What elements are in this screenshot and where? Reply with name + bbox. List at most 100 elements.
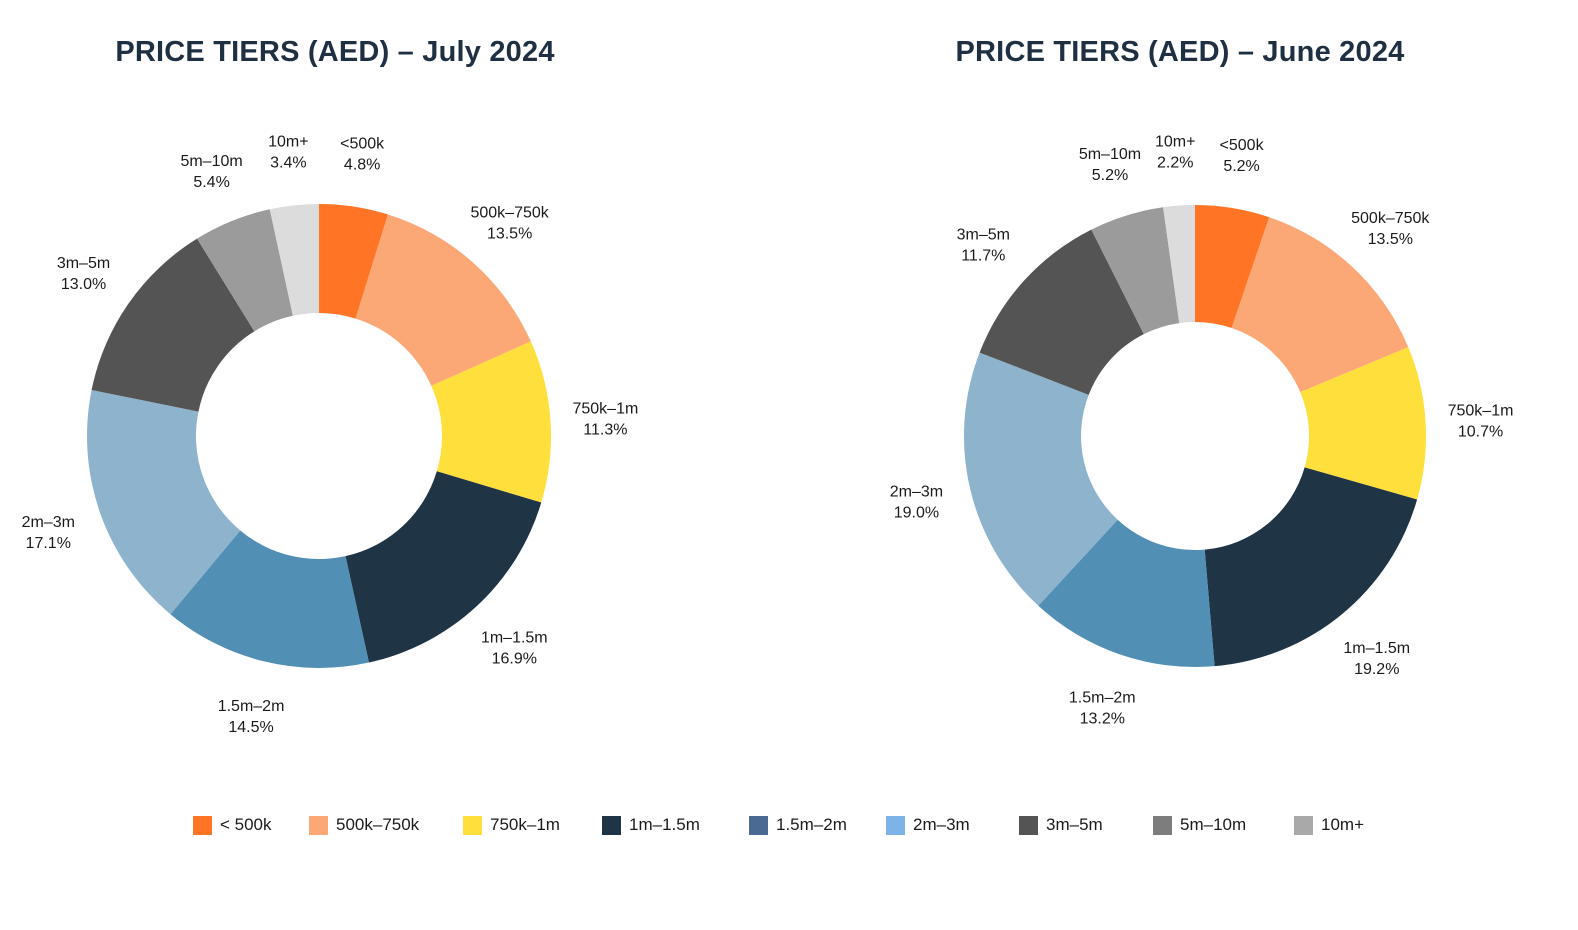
slice-value-label: 13.0% xyxy=(61,276,106,293)
slice-value-label: 16.9% xyxy=(492,650,537,667)
slice-category-label: 10m+ xyxy=(268,134,308,151)
donut-slice-500k-750k xyxy=(355,214,531,386)
slice-category-label: 1m–1.5m xyxy=(481,629,548,646)
donut-slice-500k-750k xyxy=(1231,217,1409,393)
slice-value-label: 13.5% xyxy=(487,225,532,242)
slice-value-label: 5.4% xyxy=(193,174,229,191)
donut-slice-10m-plus xyxy=(269,204,319,316)
slice-label-500k-750k: 500k–750k 13.5% xyxy=(470,204,549,242)
donut-slice-5m-10m xyxy=(1091,207,1180,335)
slice-value-label: 11.3% xyxy=(583,422,627,439)
legend-swatch xyxy=(886,815,905,835)
slice-category-label: 3m–5m xyxy=(57,255,110,272)
slice-category-label: 500k–750k xyxy=(1351,210,1430,227)
legend-swatch xyxy=(1294,815,1313,835)
slice-label-2m-3m: 2m–3m 17.1% xyxy=(22,514,75,552)
donut-slice-1m-1-5m xyxy=(1204,467,1418,667)
donut-slice-2m-3m xyxy=(86,389,241,615)
legend-item-500k-750k: 500k–750k xyxy=(309,812,419,838)
donut-slice-1-5m-2m xyxy=(170,530,369,668)
legend-swatch xyxy=(1153,815,1172,835)
donut-slice-10m-plus xyxy=(1163,205,1195,324)
slice-label-10m-plus: 10m+ 2.2% xyxy=(1155,134,1195,172)
slice-category-label: 2m–3m xyxy=(22,514,75,531)
donut-slice-5m-10m xyxy=(197,209,293,332)
legend-label: 3m–5m xyxy=(1046,815,1103,834)
legend-item-2m-3m: 2m–3m xyxy=(886,812,970,838)
slice-category-label: 750k–1m xyxy=(1448,402,1514,419)
legend-item-under-500k: < 500k xyxy=(193,812,272,838)
slice-value-label: 13.5% xyxy=(1368,231,1413,248)
slice-category-label: 5m–10m xyxy=(180,153,242,170)
legend: < 500k 500k–750k 750k–1m 1m–1.5m 1.5m–2m… xyxy=(0,812,1578,838)
slice-value-label: 13.2% xyxy=(1080,711,1125,728)
slice-value-label: 3.4% xyxy=(270,155,306,172)
donut-slice-750k-1m xyxy=(1300,347,1426,500)
slice-label-10m-plus: 10m+ 3.4% xyxy=(268,134,308,172)
slice-value-label: 14.5% xyxy=(228,719,273,736)
legend-swatch xyxy=(602,815,621,835)
legend-label: < 500k xyxy=(220,815,272,834)
donut-slice-under-500k xyxy=(319,204,388,319)
slice-category-label: 1.5m–2m xyxy=(1069,690,1136,707)
slice-label-1m-1-5m: 1m–1.5m 19.2% xyxy=(1343,640,1410,678)
legend-label: 1m–1.5m xyxy=(629,815,700,834)
legend-item-1-5m-2m: 1.5m–2m xyxy=(749,812,847,838)
donut-slice-1m-1-5m xyxy=(345,471,542,663)
legend-label: 2m–3m xyxy=(913,815,970,834)
slice-label-750k-1m: 750k–1m 10.7% xyxy=(1448,402,1514,440)
slice-label-under-500k: <500k 4.8% xyxy=(340,135,385,173)
slice-category-label: <500k xyxy=(1220,137,1265,154)
legend-swatch xyxy=(463,815,482,835)
legend-item-3m-5m: 3m–5m xyxy=(1019,812,1103,838)
donut-slice-3m-5m xyxy=(91,238,255,412)
donut-slice-under-500k xyxy=(1195,205,1270,329)
slice-value-label: 11.7% xyxy=(961,248,1005,265)
legend-item-1m-1-5m: 1m–1.5m xyxy=(602,812,700,838)
slice-category-label: 1.5m–2m xyxy=(218,698,285,715)
donut-slice-1-5m-2m xyxy=(1038,519,1215,668)
slice-category-label: 3m–5m xyxy=(957,227,1010,244)
slice-value-label: 5.2% xyxy=(1223,158,1259,175)
slice-category-label: 1m–1.5m xyxy=(1343,640,1410,657)
slice-label-2m-3m: 2m–3m 19.0% xyxy=(890,484,943,522)
slice-label-750k-1m: 750k–1m 11.3% xyxy=(572,401,638,439)
chart-title-july: PRICE TIERS (AED) – July 2024 xyxy=(115,36,555,68)
donut-slice-3m-5m xyxy=(979,229,1144,395)
legend-label: 1.5m–2m xyxy=(776,815,847,834)
chart-title-june: PRICE TIERS (AED) – June 2024 xyxy=(955,36,1405,68)
legend-swatch xyxy=(749,815,768,835)
slice-category-label: 750k–1m xyxy=(572,401,638,418)
donut-slice-2m-3m xyxy=(963,352,1118,606)
donut-slice-750k-1m xyxy=(431,341,551,503)
legend-item-750k-1m: 750k–1m xyxy=(463,812,560,838)
slice-category-label: 10m+ xyxy=(1155,134,1195,151)
slice-category-label: <500k xyxy=(340,135,385,152)
slice-value-label: 5.2% xyxy=(1092,167,1128,184)
legend-label: 10m+ xyxy=(1321,815,1364,834)
slice-value-label: 10.7% xyxy=(1458,423,1503,440)
slice-label-1m-1-5m: 1m–1.5m 16.9% xyxy=(481,629,548,667)
slice-label-1-5m-2m: 1.5m–2m 14.5% xyxy=(218,698,285,736)
slice-label-3m-5m: 3m–5m 11.7% xyxy=(957,227,1010,265)
slice-label-5m-10m: 5m–10m 5.2% xyxy=(1079,146,1141,184)
slice-label-3m-5m: 3m–5m 13.0% xyxy=(57,255,110,293)
slice-label-under-500k: <500k 5.2% xyxy=(1220,137,1265,175)
legend-swatch xyxy=(193,815,212,835)
legend-label: 500k–750k xyxy=(336,815,420,834)
slice-value-label: 17.1% xyxy=(26,535,71,552)
legend-label: 750k–1m xyxy=(490,815,560,834)
slice-label-5m-10m: 5m–10m 5.4% xyxy=(180,153,242,191)
legend-label: 5m–10m xyxy=(1180,815,1247,834)
legend-swatch xyxy=(1019,815,1038,835)
slice-category-label: 2m–3m xyxy=(890,484,943,501)
slice-category-label: 500k–750k xyxy=(470,204,549,221)
legend-item-10m-plus: 10m+ xyxy=(1294,812,1364,838)
slice-value-label: 2.2% xyxy=(1157,155,1193,172)
slice-value-label: 19.2% xyxy=(1354,661,1399,678)
legend-swatch xyxy=(309,815,328,835)
slice-label-1-5m-2m: 1.5m–2m 13.2% xyxy=(1069,690,1136,728)
